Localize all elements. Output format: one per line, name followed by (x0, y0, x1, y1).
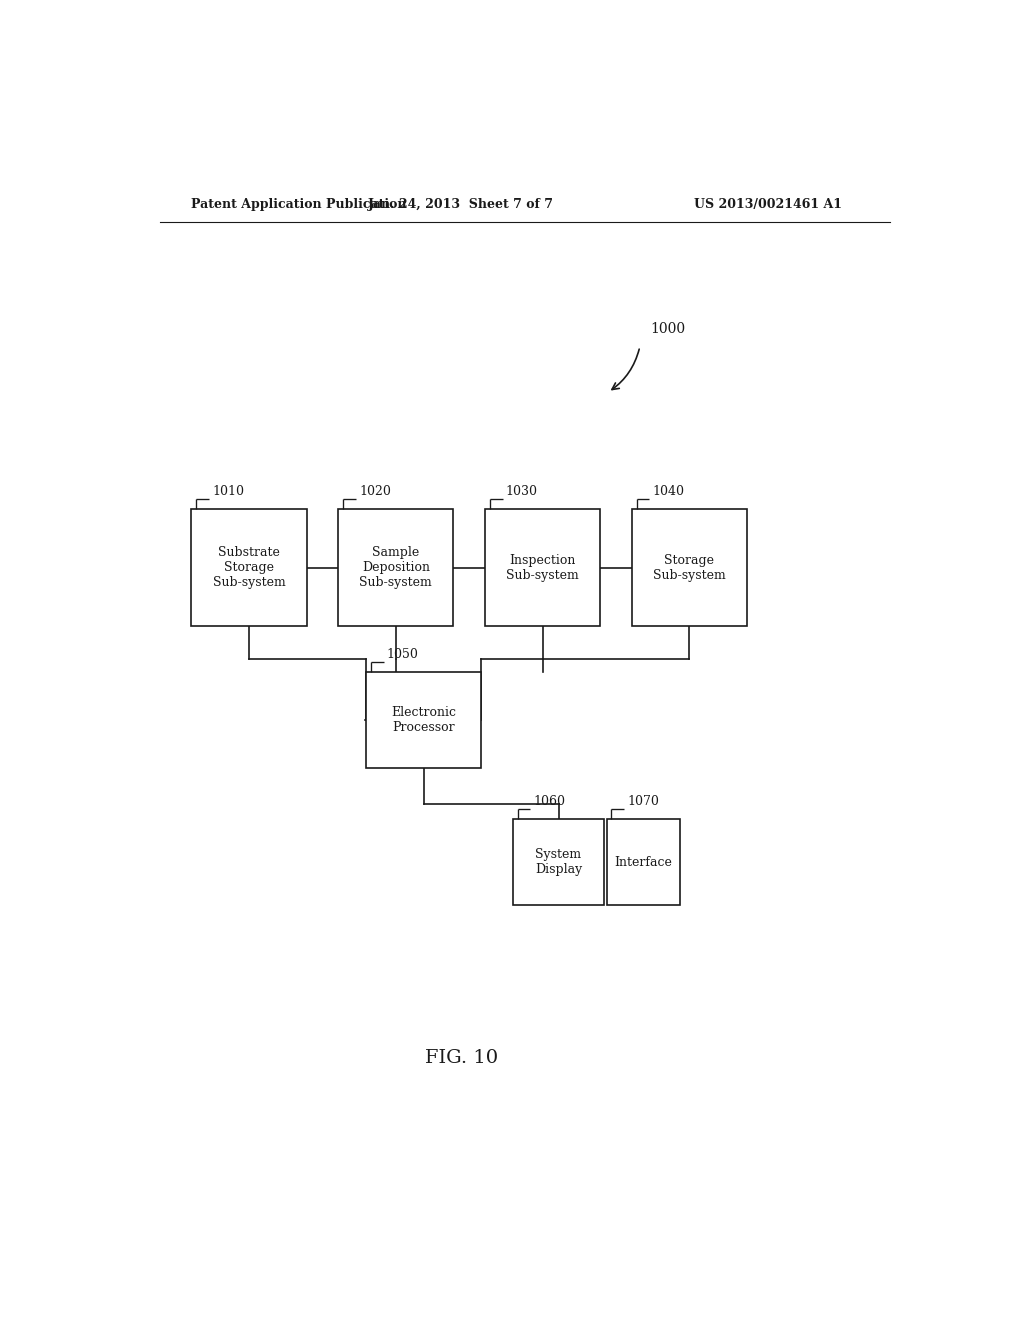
Text: 1040: 1040 (652, 484, 685, 498)
Text: 1030: 1030 (506, 484, 538, 498)
Text: Sample
Deposition
Sub-system: Sample Deposition Sub-system (359, 546, 432, 589)
Text: Interface: Interface (614, 855, 672, 869)
Text: System
Display: System Display (535, 849, 583, 876)
Text: Electronic
Processor: Electronic Processor (391, 706, 456, 734)
Text: Patent Application Publication: Patent Application Publication (191, 198, 407, 211)
Text: Storage
Sub-system: Storage Sub-system (653, 553, 726, 582)
FancyBboxPatch shape (632, 510, 748, 626)
Text: 1010: 1010 (212, 484, 244, 498)
FancyBboxPatch shape (485, 510, 600, 626)
FancyBboxPatch shape (606, 818, 680, 906)
Text: Inspection
Sub-system: Inspection Sub-system (506, 553, 579, 582)
FancyBboxPatch shape (191, 510, 306, 626)
FancyBboxPatch shape (513, 818, 604, 906)
Text: 1060: 1060 (534, 795, 565, 808)
Text: Substrate
Storage
Sub-system: Substrate Storage Sub-system (213, 546, 286, 589)
Text: Jan. 24, 2013  Sheet 7 of 7: Jan. 24, 2013 Sheet 7 of 7 (369, 198, 554, 211)
Text: 1050: 1050 (387, 648, 419, 660)
FancyBboxPatch shape (338, 510, 454, 626)
Text: 1070: 1070 (627, 795, 659, 808)
Text: 1000: 1000 (650, 322, 685, 337)
Text: US 2013/0021461 A1: US 2013/0021461 A1 (694, 198, 842, 211)
FancyBboxPatch shape (367, 672, 481, 768)
Text: 1020: 1020 (359, 484, 391, 498)
Text: FIG. 10: FIG. 10 (425, 1049, 498, 1067)
